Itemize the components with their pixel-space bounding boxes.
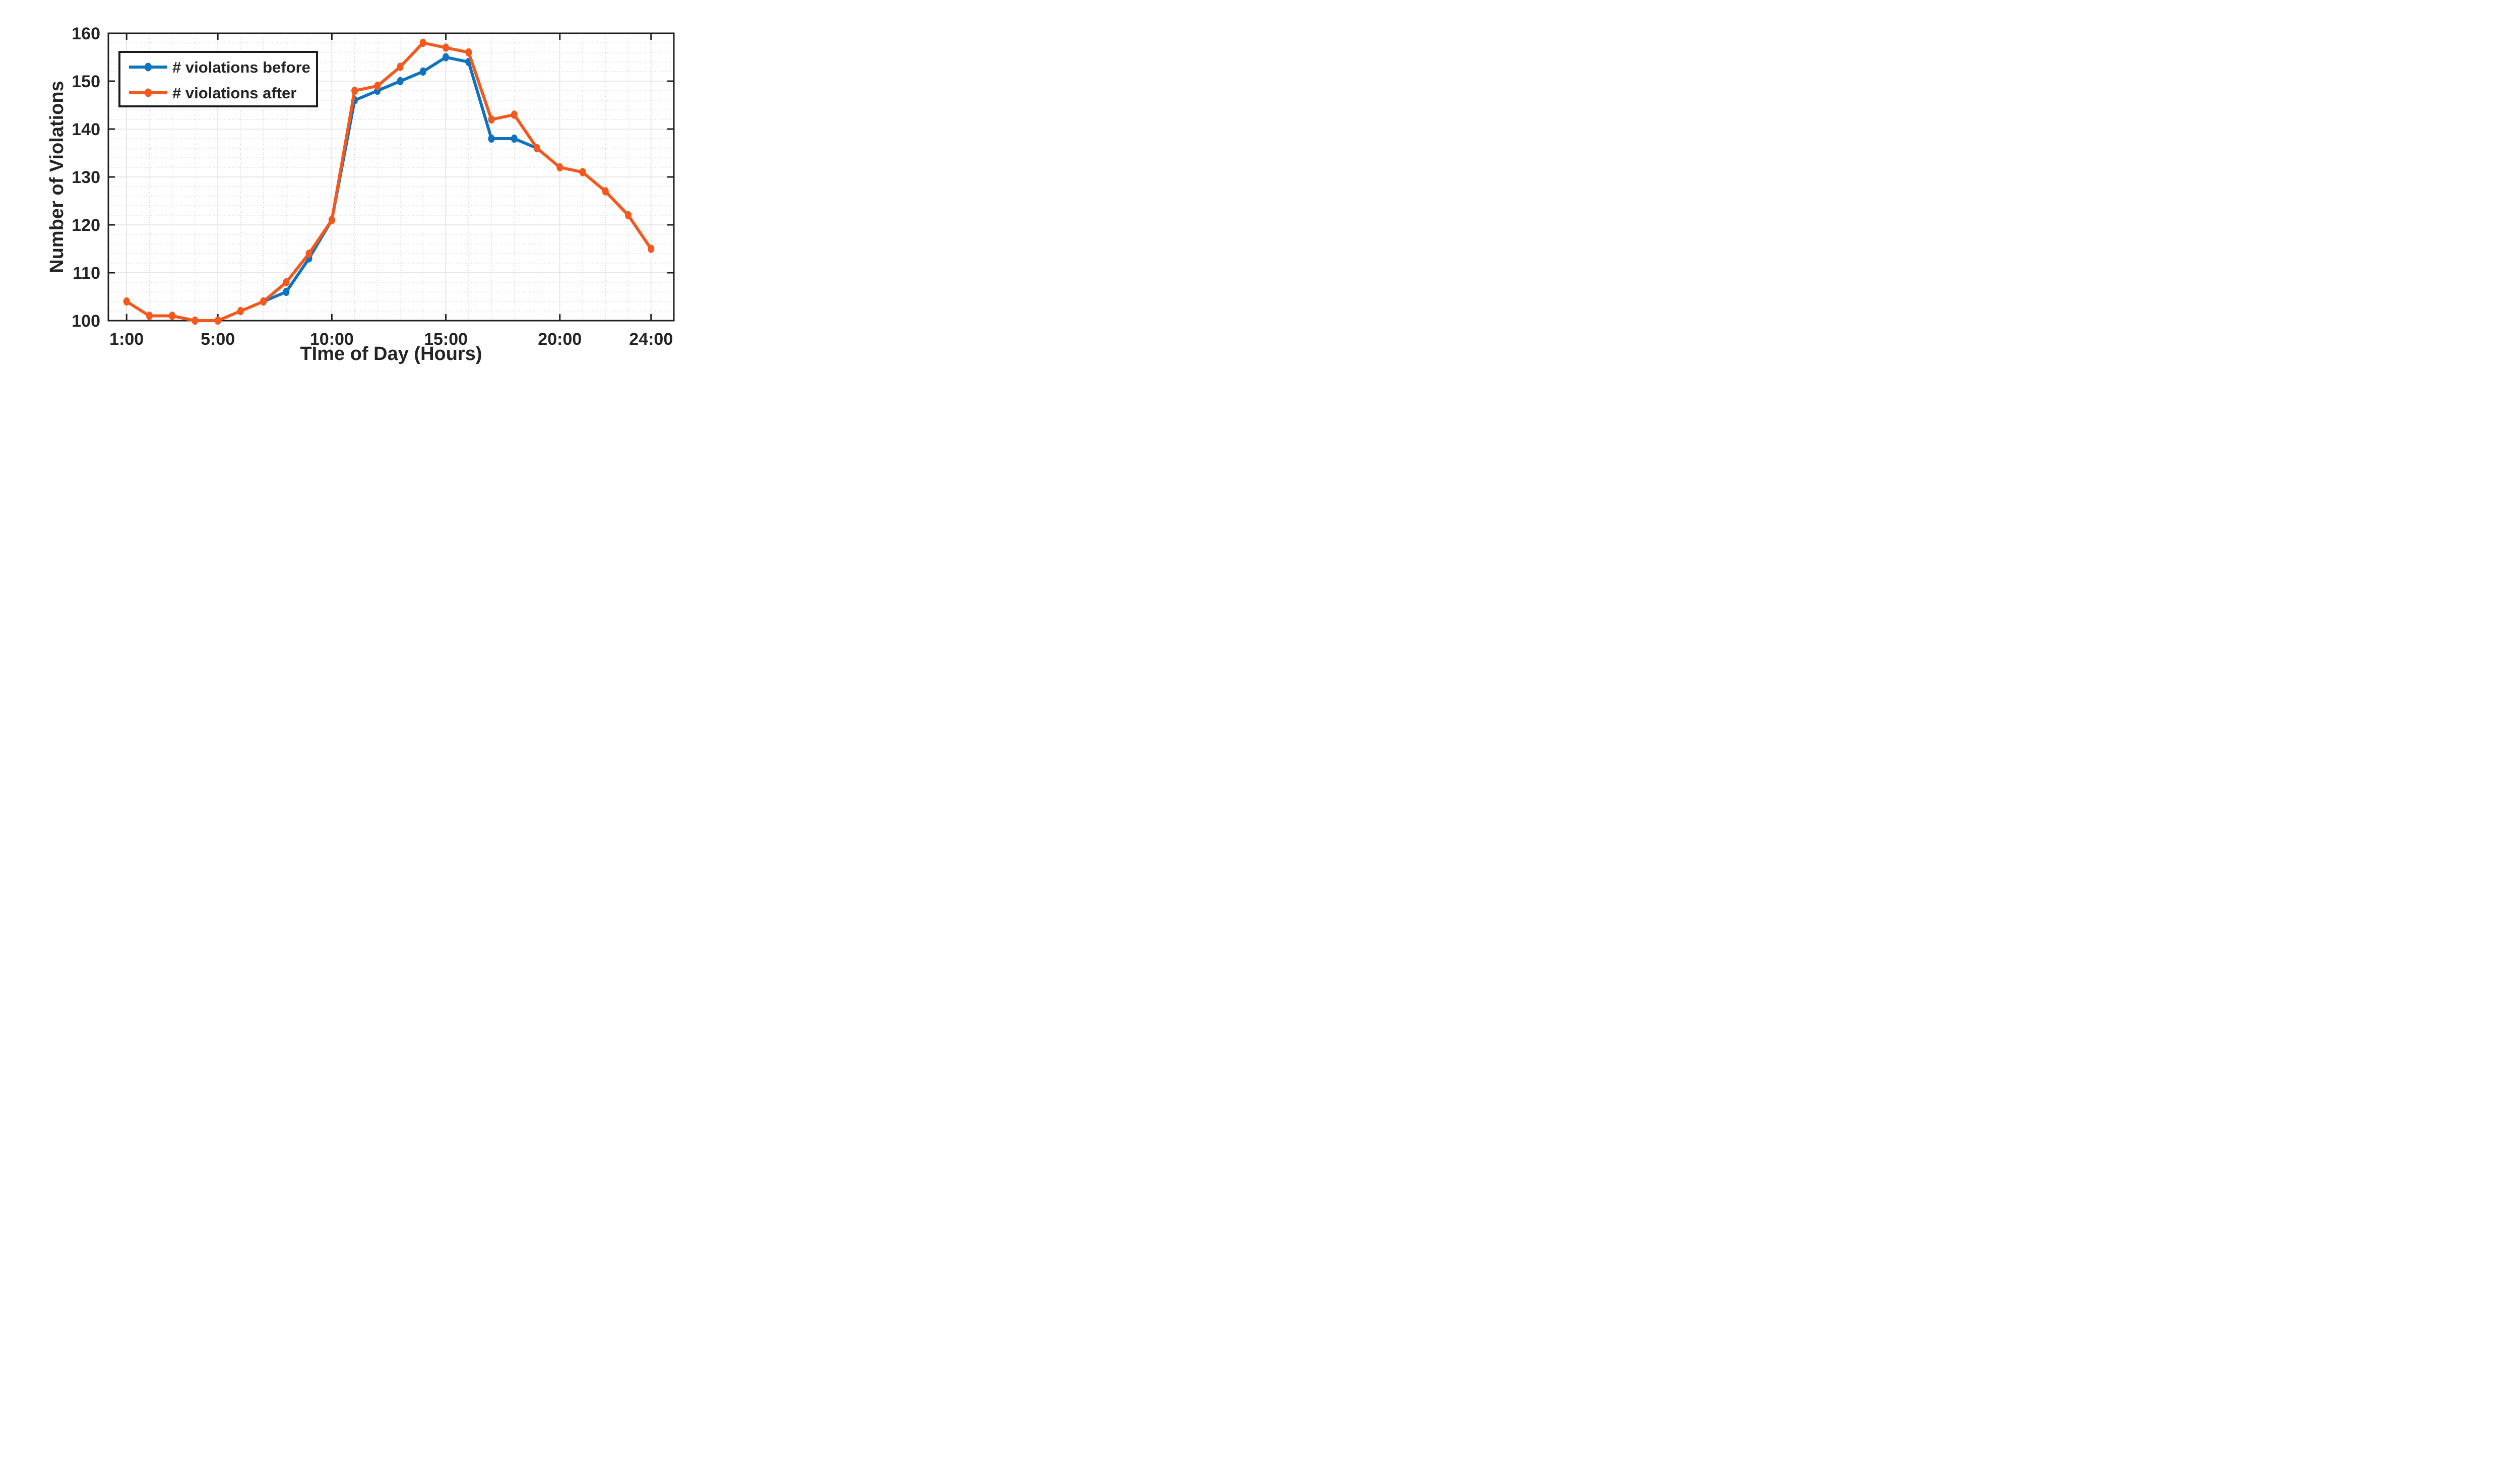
legend-label-after: # violations after [172,84,296,102]
y-tick-label: 110 [73,264,100,283]
data-point-marker [169,312,176,320]
y-tick-label: 130 [72,168,100,187]
data-point-marker [305,249,312,258]
x-axis-tick-labels: 1:00 5:00 10:00 15:00 20:00 24:00 [109,330,673,349]
axis-tick-marks [108,32,674,322]
x-tick-label: 10:00 [310,330,354,349]
data-point-marker [534,144,541,153]
data-point-marker [146,312,153,320]
data-point-marker [123,297,130,306]
y-tick-label: 100 [72,312,100,331]
x-axis-title: TIme of Day (Hours) [300,343,482,364]
y-tick-label: 150 [72,72,100,91]
legend-marker-after [145,88,152,97]
data-point-marker [237,307,244,316]
data-point-marker [579,168,586,176]
figure-canvas: 1:00 5:00 10:00 15:00 20:00 24:00 100 110 120 13… [0,0,756,366]
data-point-marker [351,86,358,95]
data-point-marker [602,187,609,196]
data-point-marker [648,245,655,253]
data-point-marker [419,67,426,76]
data-point-marker [625,211,632,220]
data-point-marker [260,297,267,306]
x-tick-label: 1:00 [109,330,144,349]
legend-label-before: # violations before [172,58,310,76]
data-point-marker [374,82,381,90]
x-tick-label: 20:00 [538,330,582,349]
data-point-marker [283,278,290,287]
data-point-marker [488,115,495,124]
data-point-marker [465,48,472,57]
y-tick-label: 120 [72,216,100,235]
data-point-marker [488,134,495,143]
x-tick-label: 24:00 [629,330,673,349]
legend-entry-before: # violations before [129,58,310,76]
data-point-marker [192,316,199,325]
data-point-marker [511,110,518,119]
legend: # violations before # violations after [118,51,318,107]
y-tick-label: 160 [72,24,100,43]
data-point-marker [556,163,563,172]
y-axis-tick-labels: 100 110 120 130 140 150 160 [72,24,100,331]
data-point-marker [397,63,404,71]
legend-entry-after: # violations after [129,84,296,102]
data-point-marker [328,216,335,224]
x-tick-label: 15:00 [424,330,468,349]
data-point-marker [397,77,404,86]
series-line-after [125,41,653,322]
data-point-marker [214,316,221,325]
legend-box [118,51,318,107]
data-point-marker [443,53,450,62]
line-chart: 1:00 5:00 10:00 15:00 20:00 24:00 100 110 120 13… [46,24,675,364]
data-series [123,38,655,325]
x-tick-label: 5:00 [201,330,235,349]
major-gridlines [108,33,674,321]
data-point-marker [511,134,518,143]
data-point-marker [443,43,450,52]
legend-marker-before [145,63,152,72]
y-tick-label: 140 [72,120,100,139]
y-axis-title: Number of Violations [46,81,68,273]
data-point-marker [419,38,426,47]
data-point-marker [283,287,290,296]
